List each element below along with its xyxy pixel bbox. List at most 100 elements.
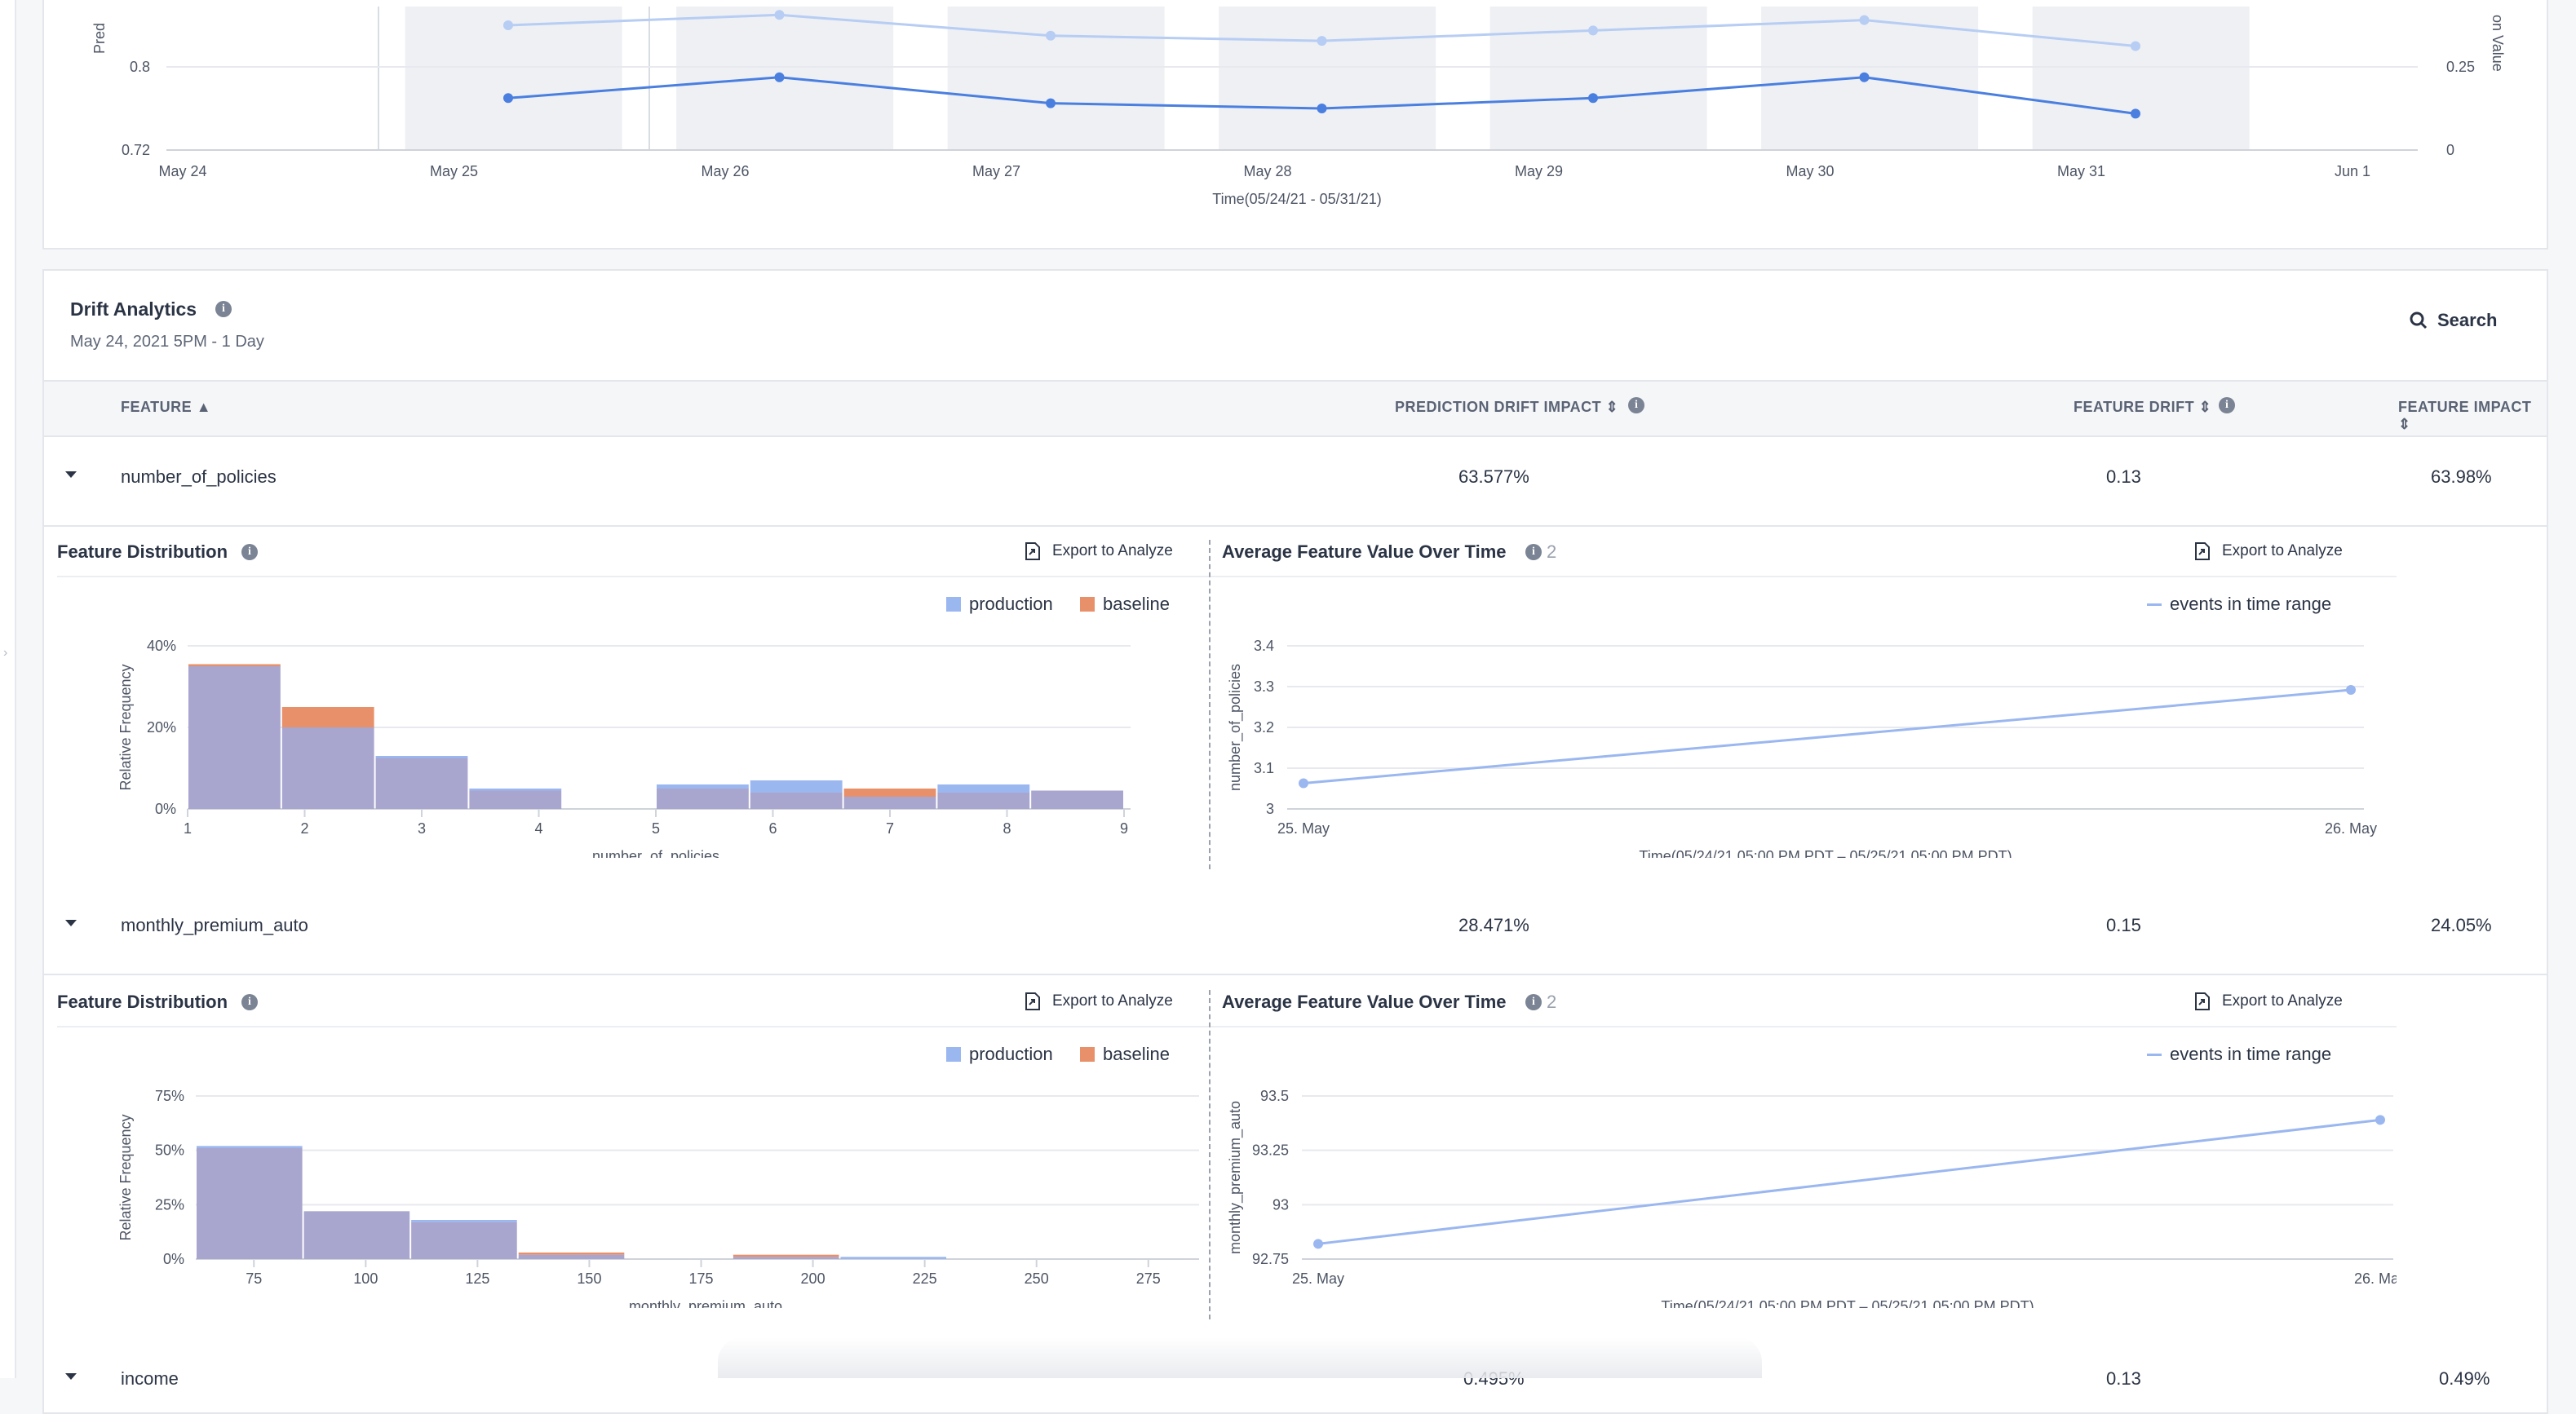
day-band: [947, 7, 1165, 150]
row-fd: 0.13: [2106, 466, 2141, 487]
table-row[interactable]: [44, 435, 2547, 527]
col-feature[interactable]: FEATURE ▲: [121, 399, 211, 416]
pdi-info-icon[interactable]: i: [1628, 397, 1644, 413]
y-axis-label: Relative Frequency: [117, 1114, 134, 1240]
col-feature-drift[interactable]: FEATURE DRIFT ⇕: [2074, 399, 2211, 416]
overlap-bar: [411, 1222, 517, 1259]
export-button[interactable]: Export to Analyze: [2194, 541, 2343, 561]
avg-info-icon[interactable]: i: [1525, 994, 1542, 1010]
x-axis-label: Time(05/24/21 - 05/31/21): [1212, 191, 1381, 207]
y-tick-label: 50%: [155, 1142, 184, 1159]
table-header: [44, 380, 2547, 437]
panel-divider: [1222, 1026, 2397, 1027]
production-bar: [657, 784, 749, 789]
legend-production[interactable]: production: [946, 1044, 1053, 1065]
x-tick-label: 2: [300, 820, 308, 837]
y-tick-label: 20%: [147, 719, 176, 736]
histogram-monthly-premium-auto: 75% 50% 25% 0% 75 100 125 150 175 200 225 250 275 mon…: [117, 1088, 1199, 1308]
events-point: [2375, 1115, 2385, 1125]
drift-subtitle: May 24, 2021 5PM - 1 Day: [70, 333, 264, 351]
x-tick-label: 175: [688, 1270, 713, 1287]
x-tick-label: 150: [577, 1270, 601, 1287]
top-chart-card: 0.8 0.72 0.25 0 Pred on Value May 24 May 25 May …: [42, 0, 2548, 250]
day-band: [2032, 7, 2250, 150]
x-tick-label: 26. May: [2354, 1270, 2397, 1287]
export-label: Export to Analyze: [1052, 542, 1173, 559]
sort-icon: ⇕: [2398, 416, 2411, 432]
y-tick-label: 40%: [147, 638, 176, 654]
search-button[interactable]: Search: [2410, 310, 2497, 331]
production-bar: [840, 1257, 947, 1259]
info-icon[interactable]: i: [215, 301, 232, 317]
export-label: Export to Analyze: [1052, 992, 1173, 1010]
export-label: Export to Analyze: [2222, 542, 2343, 559]
y-tick-label: 25%: [155, 1196, 184, 1213]
x-tick-label: 250: [1025, 1270, 1049, 1287]
col-fd-label: FEATURE DRIFT: [2074, 399, 2195, 415]
panel-vertical-divider: [1209, 990, 1211, 1319]
y-right-tick: 0: [2446, 142, 2454, 158]
col-prediction-drift-impact[interactable]: PREDICTION DRIFT IMPACT ⇕: [1395, 399, 1618, 416]
sort-icon: ⇕: [1605, 399, 1619, 415]
avg-badge: 2: [1547, 541, 1557, 562]
overlap-bar: [303, 1211, 410, 1259]
production-swatch: [946, 1047, 961, 1062]
col-feature-impact[interactable]: FEATURE IMPACT ⇕: [2398, 399, 2547, 433]
production-bar: [375, 756, 468, 758]
panel-divider: [1222, 576, 2397, 577]
baseline-bar: [188, 664, 281, 666]
y-left-tick: 0.72: [122, 142, 150, 158]
x-axis-label: monthly_premium_auto: [629, 1298, 782, 1308]
production-bar: [197, 1146, 303, 1148]
avg-title: Average Feature Value Over Time: [1222, 541, 1507, 562]
overlap-bar: [750, 793, 843, 809]
series-dark-point: [1859, 72, 1870, 82]
legend-baseline[interactable]: baseline: [1080, 594, 1170, 615]
x-tick-label: 200: [801, 1270, 825, 1287]
collapse-caret-icon[interactable]: [65, 471, 77, 478]
export-button[interactable]: Export to Analyze: [1025, 541, 1173, 561]
legend-production[interactable]: production: [946, 594, 1053, 615]
x-axis-label: Time(05/24/21 05:00 PM PDT – 05/25/21 05…: [1639, 848, 2012, 858]
legend-events[interactable]: events in time range: [2147, 1044, 2331, 1065]
collapse-caret-icon[interactable]: [65, 1373, 77, 1380]
table-row[interactable]: [44, 884, 2547, 975]
y-right-tick: 0.25: [2446, 59, 2475, 75]
dist-info-icon[interactable]: i: [241, 544, 258, 560]
x-tick-label: 6: [768, 820, 777, 837]
legend-events[interactable]: events in time range: [2147, 594, 2331, 615]
row-feature-name: income: [121, 1368, 179, 1389]
export-button[interactable]: Export to Analyze: [2194, 992, 2343, 1011]
x-tick-label: May 31: [2057, 163, 2105, 179]
x-tick-label: 3: [418, 820, 426, 837]
x-tick-label: May 28: [1243, 163, 1291, 179]
panel-vertical-divider: [1209, 540, 1211, 869]
x-tick-label: May 26: [701, 163, 749, 179]
y-left-tick: 0.8: [130, 59, 150, 75]
x-tick-label: 75: [246, 1270, 262, 1287]
search-label: Search: [2437, 310, 2498, 330]
production-bar: [411, 1220, 517, 1222]
overlap-bar: [733, 1257, 839, 1259]
x-tick-label: Jun 1: [2335, 163, 2370, 179]
export-button[interactable]: Export to Analyze: [1025, 992, 1173, 1011]
fd-info-icon[interactable]: i: [2219, 397, 2235, 413]
series-light-point: [1317, 36, 1327, 46]
series-dark-point: [774, 72, 785, 82]
legend-baseline[interactable]: baseline: [1080, 1044, 1170, 1065]
panel-divider: [57, 1026, 1235, 1027]
sort-asc-icon: ▲: [196, 399, 212, 415]
series-light-point: [774, 10, 785, 20]
baseline-swatch: [1080, 1047, 1095, 1062]
avg-info-icon[interactable]: i: [1525, 544, 1542, 560]
legend-production-label: production: [969, 1044, 1053, 1064]
histogram-number-of-policies: 40% 20% 0% 1 2 3 4 5 6 7 8 9 number_of_policies Relat…: [117, 638, 1131, 858]
y-tick-label: 93: [1273, 1196, 1289, 1213]
x-tick-label: 4: [534, 820, 542, 837]
events-line-swatch: [2147, 603, 2162, 606]
dist-info-icon[interactable]: i: [241, 994, 258, 1010]
row-fi: 63.98%: [2431, 466, 2492, 487]
collapse-caret-icon[interactable]: [65, 920, 77, 926]
rail-expand-icon[interactable]: ›: [3, 646, 8, 660]
drift-title: Drift Analytics: [70, 298, 197, 320]
